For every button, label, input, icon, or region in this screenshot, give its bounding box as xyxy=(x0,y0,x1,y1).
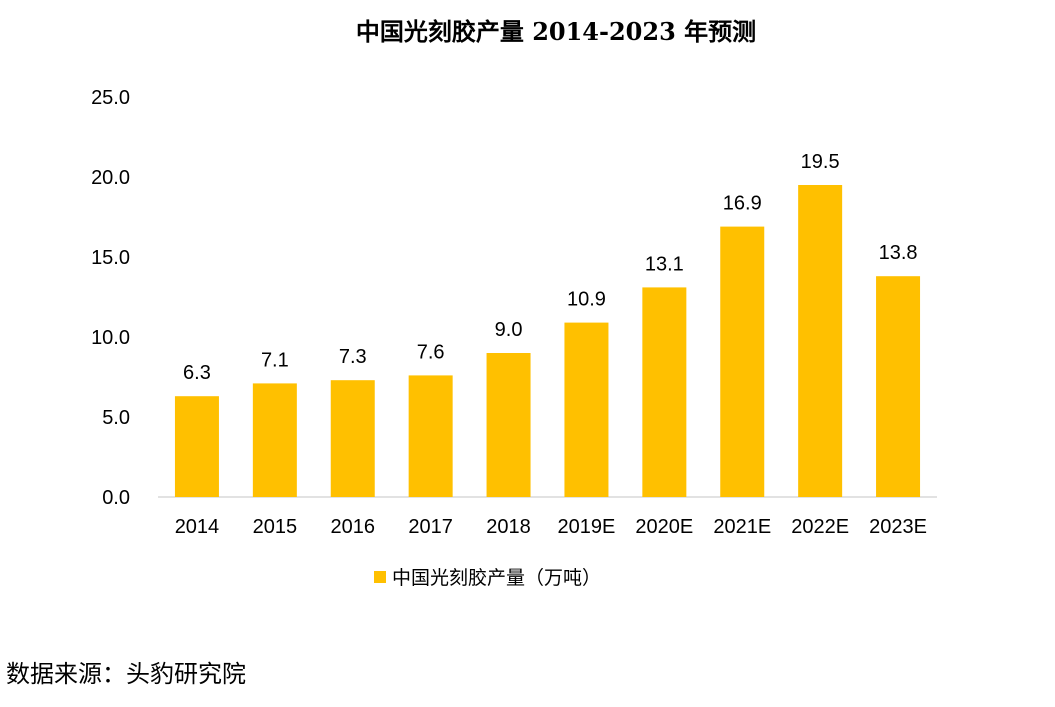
data-label: 13.8 xyxy=(879,242,918,264)
x-tick-label: 2016 xyxy=(331,516,376,538)
data-label: 7.1 xyxy=(261,349,289,371)
x-tick-label: 2023E xyxy=(869,516,927,538)
x-axis: 2014 2015 2016 2017 2018 2019E 2020E 2021E 2022E… xyxy=(175,516,927,538)
y-axis: 0.0 5.0 10.0 15.0 20.0 25.0 xyxy=(91,87,130,509)
x-tick-label: 2021E xyxy=(713,516,771,538)
source-note: 数据来源：头豹研究院 xyxy=(6,660,246,688)
x-tick-label: 2015 xyxy=(253,516,298,538)
bar xyxy=(564,322,609,497)
legend-label: 中国光刻胶产量（万吨） xyxy=(392,567,601,589)
legend-swatch xyxy=(374,571,386,583)
data-label: 10.9 xyxy=(567,289,606,311)
y-tick-label: 15.0 xyxy=(91,247,130,269)
data-label: 19.5 xyxy=(801,151,840,173)
bar xyxy=(486,353,531,497)
x-tick-label: 2019E xyxy=(558,516,616,538)
bar xyxy=(408,375,453,497)
bar xyxy=(174,396,219,497)
x-tick-label: 2017 xyxy=(408,516,453,538)
data-label: 6.3 xyxy=(183,362,211,384)
bar xyxy=(876,276,921,497)
x-tick-label: 2014 xyxy=(175,516,220,538)
data-label: 9.0 xyxy=(495,319,523,341)
bar xyxy=(330,380,375,497)
bar xyxy=(642,287,687,497)
chart-title: 中国光刻胶产量 2014-2023 年预测 xyxy=(356,17,756,46)
legend: 中国光刻胶产量（万吨） xyxy=(374,567,601,589)
y-tick-label: 20.0 xyxy=(91,167,130,189)
x-tick-label: 2022E xyxy=(791,516,849,538)
data-label: 13.1 xyxy=(645,253,684,275)
y-tick-label: 5.0 xyxy=(102,407,130,429)
data-labels: 6.3 7.1 7.3 7.6 9.0 10.9 13.1 16.9 19.5 13.8 xyxy=(183,151,917,384)
bar xyxy=(720,226,765,497)
bar xyxy=(798,185,843,497)
data-label: 16.9 xyxy=(723,193,762,215)
bars xyxy=(174,185,921,497)
x-tick-label: 2018 xyxy=(486,516,531,538)
x-tick-label: 2020E xyxy=(635,516,693,538)
data-label: 7.3 xyxy=(339,346,367,368)
y-tick-label: 25.0 xyxy=(91,87,130,109)
bar xyxy=(252,383,297,497)
y-tick-label: 0.0 xyxy=(102,487,130,509)
y-tick-label: 10.0 xyxy=(91,327,130,349)
data-label: 7.6 xyxy=(417,341,445,363)
